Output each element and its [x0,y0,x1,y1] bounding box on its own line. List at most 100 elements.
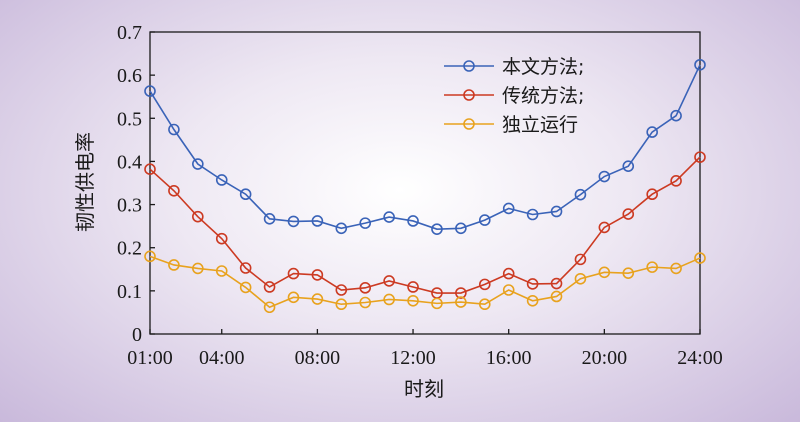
data-point [263,301,276,314]
data-point [144,163,156,175]
data-point [622,208,635,220]
data-point [598,170,611,183]
data-point [359,296,372,309]
data-point [455,296,467,308]
x-tick-label: 01:00 [127,347,173,369]
data-point [215,232,228,245]
y-tick-label: 0.4 [117,151,142,173]
data-point [335,222,348,235]
data-point [478,298,491,311]
data-point [335,284,348,296]
data-point [263,281,276,293]
data-point [383,293,395,306]
data-point [168,184,180,197]
data-point [215,265,228,277]
data-point [502,267,515,280]
legend-label: 本文方法; [502,56,584,78]
data-point [407,281,419,293]
data-point [311,269,324,281]
data-point [502,284,515,296]
data-point [550,277,563,290]
data-point [622,267,635,279]
y-tick-label: 0.5 [117,108,142,130]
data-point [407,215,419,227]
data-point [455,287,467,299]
data-point [239,262,252,274]
data-point [670,175,682,187]
data-point [502,202,515,215]
y-tick-label: 0 [132,324,142,346]
data-point [168,123,180,136]
data-point [407,294,419,307]
data-point [598,221,611,234]
data-point [646,261,658,273]
data-point [550,205,563,218]
x-tick-label: 20:00 [582,347,628,369]
data-point [311,215,324,227]
data-point [311,293,324,305]
y-tick-label: 0.6 [117,65,142,87]
legend-marker [463,118,475,130]
x-tick-label: 24:00 [677,347,723,369]
data-point [383,211,395,223]
data-point [431,297,443,310]
data-point [478,214,491,226]
data-point [646,126,658,138]
data-point [694,151,706,163]
data-point [646,188,658,201]
data-point [192,210,204,223]
data-point [287,267,300,280]
data-point [192,262,204,275]
data-point [526,294,539,307]
data-point [670,109,682,122]
data-point [694,58,706,71]
data-point [359,217,372,229]
data-point [359,282,372,294]
data-point [526,278,539,290]
y-tick-label: 0.3 [117,195,142,217]
data-point [526,208,539,221]
data-point [287,291,300,304]
data-point [144,85,156,97]
plot-area: 0 0.1 0.2 0.3 0.4 0.5 0.6 0.7 01:00 04:00 08:00 12:… [117,22,723,369]
data-point [144,250,156,263]
legend-marker [463,60,475,72]
data-point [287,215,300,228]
data-point [598,266,611,279]
data-point [455,222,467,235]
legend-label: 独立运行 [502,114,578,136]
y-tick-label: 0.1 [117,281,142,303]
data-point [550,290,563,303]
data-point [192,158,204,170]
data-point [574,272,587,285]
data-point [574,253,587,266]
data-point [670,262,682,275]
series-line-3 [149,255,701,309]
data-point [263,213,276,225]
data-point [383,275,395,287]
legend: 本文方法; 传统方法; 独立运行 [444,56,584,136]
data-point [168,259,180,271]
x-tick-label: 04:00 [199,347,245,369]
legend-label: 传统方法; [502,85,584,107]
y-axis-title: 韧性供电率 [73,132,97,232]
data-point [431,223,443,235]
data-point [239,188,252,201]
series-line-1 [149,64,701,230]
data-point [478,278,491,291]
data-point [694,252,706,264]
x-tick-label: 12:00 [390,347,436,369]
x-tick-label: 08:00 [295,347,341,369]
plot-frame [149,31,701,335]
y-tick-label: 0.2 [117,238,142,260]
data-point [215,174,228,186]
data-point [335,298,348,311]
y-tick-label: 0.7 [117,22,142,44]
data-point [574,188,587,201]
legend-marker [463,89,475,101]
data-point [239,281,252,294]
data-point [622,160,635,172]
x-axis-title: 时刻 [404,377,444,401]
x-tick-label: 16:00 [486,347,532,369]
